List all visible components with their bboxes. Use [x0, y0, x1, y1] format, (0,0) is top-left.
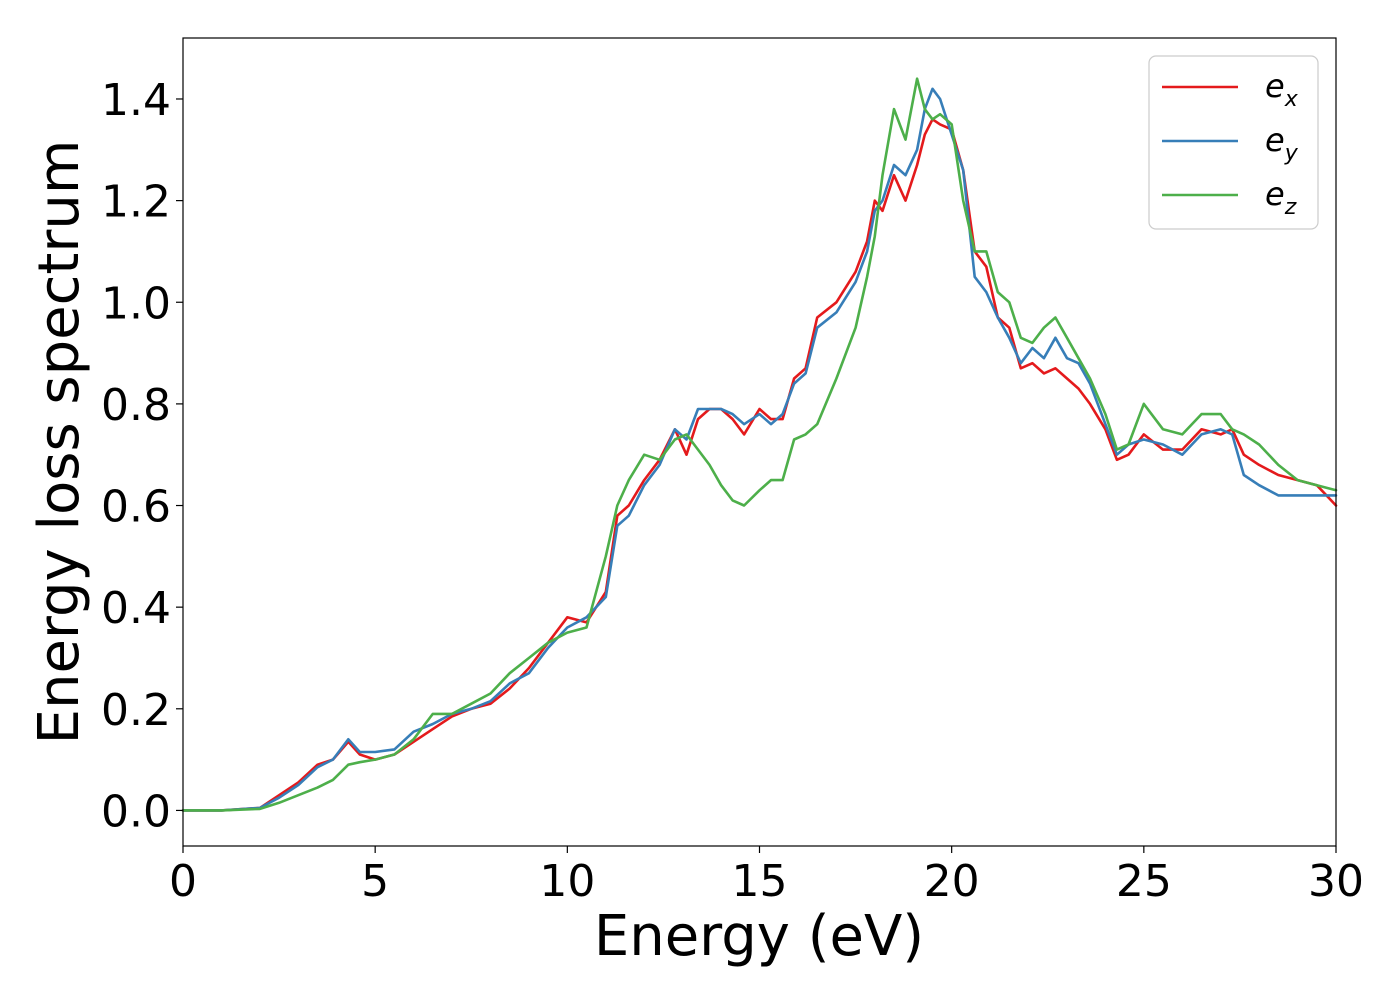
y-tick-label: 1.2 [101, 177, 171, 228]
series-layer [181, 77, 1338, 812]
y-tick-label: 0.2 [101, 685, 171, 736]
x-tick-label: 0 [169, 856, 197, 907]
legend-box [1148, 55, 1319, 230]
y-tick-label: 1.4 [101, 75, 171, 126]
series-line-z [181, 77, 1338, 812]
x-axis-title: Energy (eV) [594, 904, 924, 969]
y-axis-ticks: 0.0 0.2 0.4 0.6 0.8 1.0 1.2 1.4 [101, 75, 183, 837]
legend-label-y: ey [1265, 121, 1299, 166]
y-tick-label: 0.6 [101, 482, 171, 533]
x-axis-ticks: 0 5 10 15 20 25 30 [169, 846, 1364, 907]
series-line-y [181, 87, 1338, 812]
legend: ex ey ez [1148, 55, 1319, 230]
y-tick-label: 0.8 [101, 380, 171, 431]
series-line-x [181, 118, 1338, 812]
legend-label-x: ex [1265, 67, 1299, 112]
y-tick-label: 0.0 [101, 786, 171, 837]
x-tick-label: 20 [924, 856, 980, 907]
x-tick-label: 30 [1308, 856, 1364, 907]
y-tick-label: 1.0 [101, 278, 171, 329]
x-tick-label: 25 [1116, 856, 1172, 907]
plot-background [183, 38, 1336, 846]
legend-label-z: ez [1265, 175, 1297, 220]
y-tick-label: 0.4 [101, 583, 171, 634]
x-tick-label: 10 [539, 856, 595, 907]
x-tick-label: 5 [361, 856, 389, 907]
x-tick-label: 15 [732, 856, 788, 907]
y-axis-title: Energy loss spectrum [27, 140, 92, 745]
